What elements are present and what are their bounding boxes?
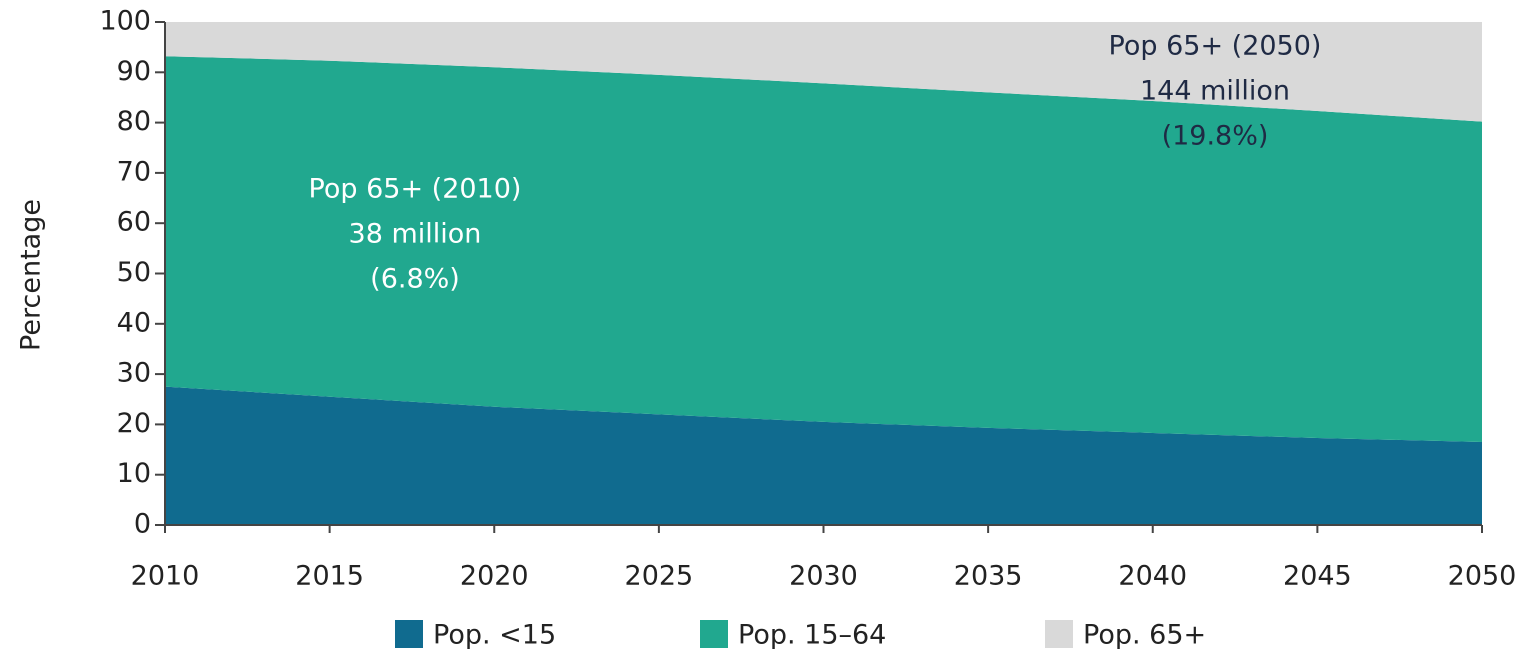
y-tick-label: 60 [117,207,151,238]
y-tick-label: 40 [117,307,151,338]
y-tick-label: 0 [134,509,151,540]
y-axis-label: Percentage [16,199,47,351]
x-tick-label: 2015 [295,561,364,592]
annotation: (19.8%) [1162,121,1269,152]
annotation: 38 million [349,219,482,250]
annotation: Pop 65+ (2050) [1109,31,1322,62]
area [165,56,1482,443]
y-tick-label: 20 [117,408,151,439]
y-tick-label: 80 [117,106,151,137]
legend-label: Pop. 65+ [1083,620,1206,651]
x-tick-label: 2025 [625,561,694,592]
annotation: Pop 65+ (2010) [309,174,522,205]
y-tick-label: 100 [99,6,151,37]
x-tick-label: 2050 [1448,561,1517,592]
legend-label: Pop. 15–64 [738,620,886,651]
y-tick-label: 50 [117,257,151,288]
x-tick-label: 2035 [954,561,1023,592]
annotation: 144 million [1140,76,1290,107]
y-tick-label: 70 [117,156,151,187]
y-tick-label: 30 [117,358,151,389]
annotation: (6.8%) [370,264,460,295]
y-tick-label: 10 [117,458,151,489]
x-tick-label: 2020 [460,561,529,592]
area [165,386,1482,525]
legend-swatch [700,620,728,648]
y-tick-label: 90 [117,56,151,87]
x-tick-label: 2040 [1118,561,1187,592]
area [165,22,1482,122]
x-tick-label: 2045 [1283,561,1352,592]
x-tick-label: 2030 [789,561,858,592]
legend-label: Pop. <15 [433,620,556,651]
legend-swatch [1045,620,1073,648]
legend-swatch [395,620,423,648]
x-tick-label: 2010 [131,561,200,592]
